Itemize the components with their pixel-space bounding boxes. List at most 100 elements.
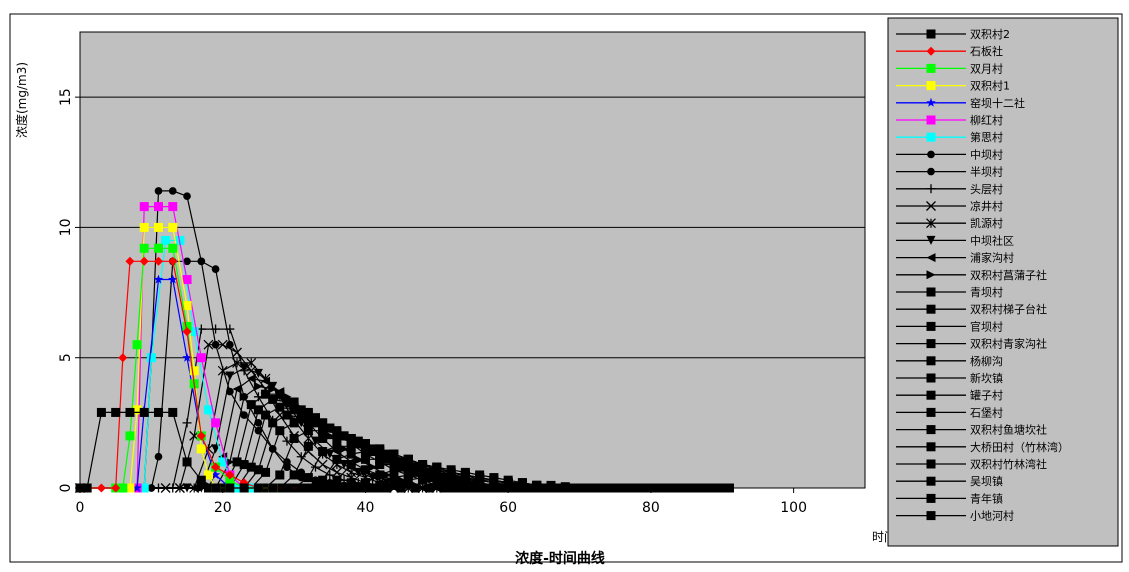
legend-label: 杨柳沟 [970,354,1003,368]
data-point [339,483,349,493]
data-point [289,470,299,480]
y-tick-label: 0 [58,484,74,493]
legend-marker [926,459,936,469]
data-point [496,483,506,493]
data-point [182,275,192,285]
legend-marker [927,167,935,176]
data-point [132,405,142,415]
data-point [667,483,677,493]
data-point [311,462,320,472]
data-point [168,483,178,493]
data-point [710,483,720,493]
legend-marker [926,253,936,263]
data-point [553,483,563,493]
data-point [382,449,392,459]
data-point [410,483,420,493]
legend-label: 双积村梯子台社 [970,302,1047,316]
data-point [246,365,257,376]
data-point [353,454,363,464]
data-point [282,400,292,410]
data-point [253,381,263,391]
data-point [368,447,378,457]
data-point [318,418,328,428]
data-point [225,371,235,381]
data-point [154,407,163,417]
legend-marker [926,493,936,503]
data-point [282,483,292,493]
data-point [360,441,370,451]
data-point [339,444,349,454]
legend-label: 双月村 [970,61,1003,75]
data-point [182,352,192,362]
legend-label: 新坎镇 [970,371,1003,385]
data-point [239,460,249,470]
data-point [332,428,342,438]
legend-marker [926,425,936,435]
data-point [125,256,135,266]
data-point [410,462,420,472]
data-point [289,433,299,443]
legend-item: 大桥田村（竹林湾） [896,440,1069,454]
data-point [289,397,299,407]
data-point [183,192,191,200]
data-point [189,327,199,337]
y-tick-label: 15 [58,88,74,106]
legend-item: 柳红村 [896,113,1003,127]
data-point [353,439,363,449]
data-point [132,483,142,492]
x-tick-label: 20 [214,500,232,516]
data-point [403,457,413,467]
data-point [154,452,163,461]
legend-label: 官坝村 [970,319,1003,333]
data-point [382,483,392,493]
x-tick-label: 40 [357,500,375,516]
data-point [154,256,163,266]
data-point [118,353,128,363]
data-point [325,431,335,441]
legend-marker [926,115,936,125]
data-point [389,454,399,464]
data-point [346,433,356,443]
data-point [111,483,121,493]
legend-item: 窑坝十二社 [896,96,1025,110]
data-point [139,256,149,266]
data-point [439,473,449,483]
data-point [189,483,200,493]
data-point [332,433,342,443]
legend-item: 青坝村 [896,285,1003,299]
data-point [182,418,192,428]
legend-marker [926,442,936,452]
data-point [203,405,213,415]
data-point [582,483,592,493]
axes: 0 5 10 15 0 20 40 60 80 100 [58,88,807,516]
data-point [311,418,320,428]
data-point [174,483,185,493]
data-point [303,418,313,428]
x-tick-label: 80 [642,500,660,516]
data-point [396,457,406,467]
data-point [289,415,300,426]
data-point [211,483,221,493]
data-point [418,462,428,472]
legend-label: 第思村 [970,130,1003,144]
data-point [389,460,399,470]
data-point [610,483,620,493]
legend-marker [926,97,936,107]
data-point [318,475,328,485]
legend-item: 双积村鱼塘坎社 [896,423,1047,437]
data-point [268,394,278,404]
legend-item: 杨柳沟 [896,354,1003,368]
legend-label: 窑坝十二社 [970,96,1025,110]
legend-label: 青年镇 [970,491,1003,505]
data-point [226,387,234,396]
legend-marker [926,321,936,331]
legend-box [887,17,1119,547]
data-point [318,433,328,443]
data-point [196,483,206,493]
data-point [154,222,163,232]
data-point [403,470,413,480]
data-point [182,301,192,311]
data-point [418,475,428,485]
data-point [453,483,463,493]
